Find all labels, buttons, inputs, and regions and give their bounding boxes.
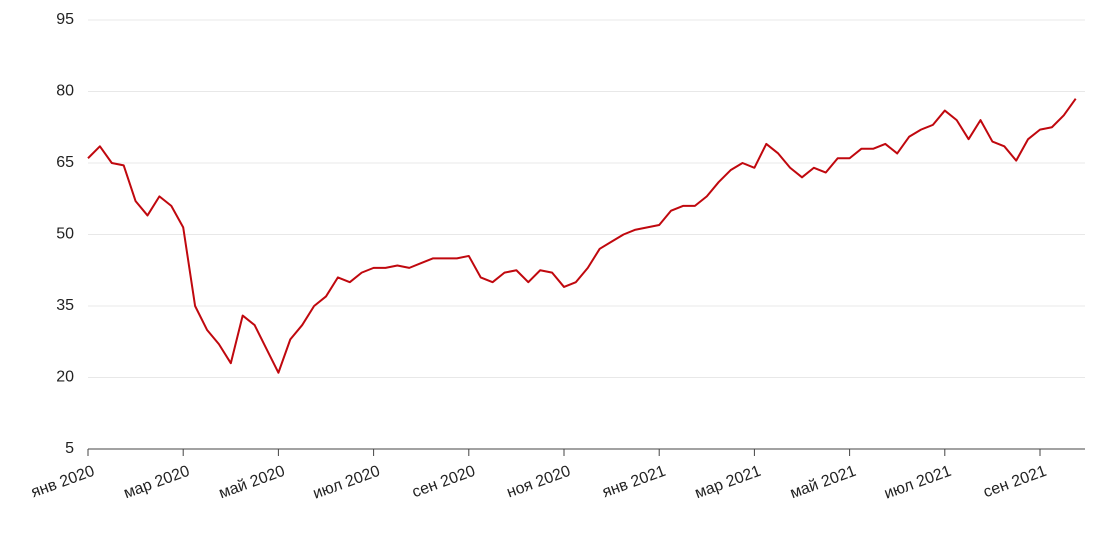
y-tick-label: 80 [56,83,74,100]
x-tick-label: июл 2020 [311,463,383,503]
x-tick-label: мар 2021 [693,463,764,503]
x-tick-label: сен 2020 [410,463,478,502]
x-tick-label: май 2020 [217,463,288,503]
y-tick-label: 35 [56,297,74,314]
y-tick-label: 5 [65,440,74,457]
y-tick-label: 50 [56,226,74,243]
x-tick-label: ноя 2020 [505,463,573,502]
x-tick-label: янв 2020 [29,463,97,502]
y-tick-label: 20 [56,369,74,386]
x-tick-label: янв 2021 [600,463,668,502]
y-tick-label: 65 [56,154,74,171]
price-line [87,98,1077,374]
x-tick-label: июл 2021 [882,463,954,503]
y-tick-label: 95 [56,11,74,28]
x-tick-label: сен 2021 [981,463,1049,502]
x-tick-label: май 2021 [788,463,859,503]
x-tick-label: мар 2020 [122,463,193,503]
